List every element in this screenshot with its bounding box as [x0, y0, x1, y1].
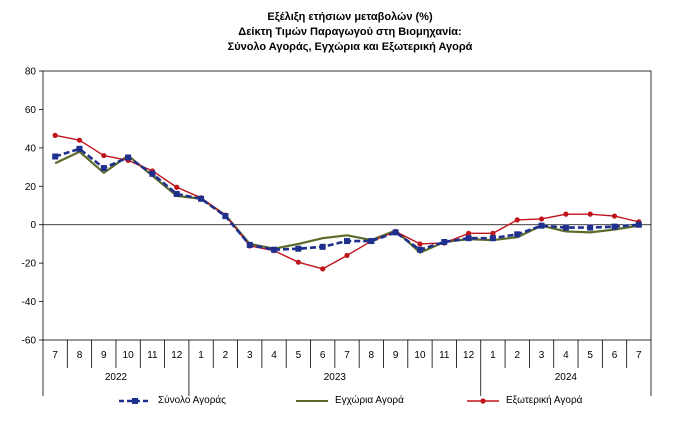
data-point-total	[611, 223, 618, 230]
x-tick-label: 5	[296, 350, 302, 361]
x-tick-label: 10	[123, 350, 135, 361]
data-point-foreign	[417, 241, 423, 247]
legend-label-foreign: Εξωτερική Αγορά	[506, 395, 583, 406]
x-tick-label: 1	[198, 350, 204, 361]
data-point-foreign	[466, 230, 472, 236]
x-tick-label: 7	[344, 350, 350, 361]
data-point-total	[514, 231, 521, 238]
y-tick-label: 0	[30, 220, 36, 231]
data-point-total	[465, 235, 472, 242]
data-point-total	[441, 239, 448, 246]
data-point-total	[198, 195, 205, 202]
data-point-foreign	[514, 217, 520, 223]
data-point-total	[587, 224, 594, 231]
data-point-foreign	[563, 211, 569, 217]
data-point-total	[76, 145, 83, 152]
legend-label-total: Σύνολο Αγοράς	[158, 395, 226, 406]
data-point-foreign	[76, 137, 83, 143]
x-tick-label: 6	[320, 350, 326, 361]
x-tick-label: 11	[439, 350, 450, 361]
x-tick-label: 8	[77, 350, 83, 361]
data-point-foreign	[587, 211, 593, 217]
x-tick-label: 6	[612, 350, 618, 361]
data-point-foreign	[490, 230, 496, 236]
data-point-foreign	[344, 252, 350, 259]
data-point-foreign	[320, 266, 326, 272]
x-tick-label: 2	[223, 350, 229, 361]
x-tick-label: 5	[587, 350, 593, 361]
data-point-total	[295, 245, 302, 252]
data-point-total	[246, 241, 253, 248]
chart-title-line-3: Σύνολο Αγοράς, Εγχώρια και Εξωτερική Αγο…	[227, 41, 473, 53]
y-tick-label: 60	[25, 105, 37, 116]
x-tick-label: 12	[171, 350, 183, 361]
data-point-total	[319, 243, 326, 250]
legend-item-foreign: Εξωτερική Αγορά	[466, 395, 582, 406]
legend-swatch-foreign	[467, 397, 499, 404]
data-point-total	[392, 229, 399, 236]
data-point-total	[100, 165, 107, 172]
chart-title-line-1: Εξέλιξη ετήσιων μεταβολών (%)	[267, 11, 433, 23]
year-label: 2024	[555, 372, 578, 383]
x-tick-label: 10	[414, 350, 426, 361]
year-label: 2022	[105, 372, 128, 383]
x-tick-label: 2	[514, 350, 520, 361]
data-point-total	[416, 246, 423, 253]
data-point-total	[368, 238, 375, 245]
legend-item-total: Σύνολο Αγοράς	[118, 395, 226, 406]
series-line-foreign	[55, 134, 640, 270]
y-tick-label: -60	[22, 336, 37, 347]
data-point-total	[489, 235, 496, 242]
x-tick-label: 7	[636, 350, 642, 361]
legend-swatch-domestic	[296, 399, 328, 402]
data-point-total	[271, 246, 278, 253]
data-point-foreign	[295, 259, 301, 265]
data-point-total	[538, 222, 545, 229]
x-tick-label: 12	[463, 350, 475, 361]
x-tick-label: 3	[247, 350, 253, 361]
y-tick-label: 40	[25, 143, 37, 154]
data-point-total	[635, 221, 642, 228]
data-point-total	[562, 224, 569, 231]
chart-title: Εξέλιξη ετήσιων μεταβολών (%) Δείκτη Τιμ…	[0, 10, 700, 55]
data-point-total	[173, 190, 180, 197]
plot-area	[42, 70, 652, 341]
x-tick-label: 8	[369, 350, 375, 361]
x-tick-label: 3	[539, 350, 545, 361]
data-point-foreign	[538, 216, 545, 222]
data-point-total	[222, 213, 229, 220]
x-tick-label: 4	[563, 350, 569, 361]
data-point-total	[149, 170, 156, 177]
data-point-total	[52, 153, 59, 160]
data-point-foreign	[52, 132, 58, 138]
legend-label-domestic: Εγχώρια Αγορά	[335, 395, 404, 406]
x-tick-label: 9	[101, 350, 107, 361]
y-tick-label: 80	[25, 67, 37, 78]
x-tick-label: 9	[393, 350, 399, 361]
chart-title-line-2: Δείκτη Τιμών Παραγωγού στη Βιομηχανία:	[238, 26, 462, 38]
x-tick-label: 11	[147, 350, 158, 361]
data-point-foreign	[174, 184, 180, 190]
data-point-foreign	[611, 213, 618, 219]
year-label: 2023	[324, 372, 347, 383]
data-point-total	[125, 154, 132, 161]
data-point-total	[344, 238, 350, 245]
data-point-foreign	[101, 152, 107, 159]
legend-item-domestic: Εγχώρια Αγορά	[295, 395, 404, 406]
y-tick-label: 20	[25, 182, 37, 193]
legend-swatch-total	[119, 397, 151, 404]
x-tick-label: 4	[271, 350, 277, 361]
y-tick-label: -20	[22, 259, 37, 270]
x-tick-label: 7	[52, 350, 58, 361]
x-tick-label: 1	[490, 350, 496, 361]
y-tick-label: -40	[22, 297, 37, 308]
